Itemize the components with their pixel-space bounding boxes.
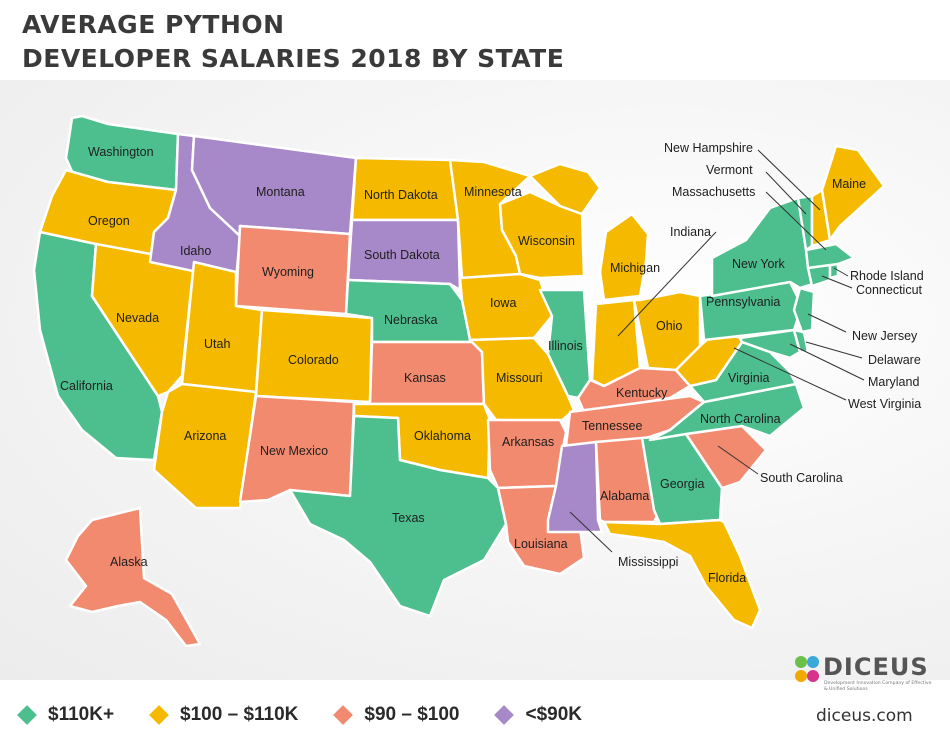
legend-diamond-lowest (494, 705, 515, 725)
legend-item-high: $110K+ (17, 704, 115, 726)
callout-rhode-island (833, 267, 849, 277)
legend-label-lowest: <$90K (525, 704, 583, 725)
callout-mississippi (569, 511, 613, 553)
label-new-jersey: New Jersey (852, 329, 918, 343)
callout-maryland (789, 343, 865, 381)
label-missouri: Missouri (496, 371, 543, 385)
brand-name: DICEUS (823, 653, 929, 681)
state-south-dakota[interactable] (346, 218, 462, 292)
label-pennsylvania: Pennsylvania (706, 295, 780, 309)
label-kentucky: Kentucky (616, 386, 668, 400)
label-nevada: Nevada (116, 311, 159, 325)
label-mississippi: Mississippi (618, 555, 678, 569)
label-maine: Maine (832, 177, 866, 191)
legend-diamond-high (17, 705, 37, 725)
label-iowa: Iowa (490, 296, 516, 310)
page-title: AVERAGE PYTHON DEVELOPER SALARIES 2018 B… (22, 8, 564, 76)
label-south-carolina: South Carolina (760, 471, 843, 485)
label-arizona: Arizona (184, 429, 226, 443)
label-arkansas: Arkansas (502, 435, 554, 449)
callout-new-jersey (807, 313, 847, 333)
label-delaware: Delaware (868, 353, 921, 367)
label-michigan: Michigan (610, 261, 660, 275)
callout-south-carolina (717, 445, 759, 475)
state-texas[interactable] (288, 414, 508, 618)
label-rhode-island: Rhode Island (850, 269, 924, 283)
label-wyoming: Wyoming (262, 265, 314, 279)
label-georgia: Georgia (660, 477, 705, 491)
label-vermont: Vermont (706, 163, 753, 177)
label-new-mexico: New Mexico (260, 444, 328, 458)
label-kansas: Kansas (404, 371, 446, 385)
state-new-jersey[interactable] (792, 286, 816, 334)
state-michigan-upper[interactable] (528, 162, 602, 216)
label-indiana: Indiana (670, 225, 711, 239)
label-new-york: New York (732, 257, 786, 271)
legend-diamond-low (333, 705, 354, 725)
label-north-carolina: North Carolina (700, 412, 781, 426)
callout-massachusetts (765, 191, 827, 251)
callout-connecticut (821, 275, 853, 289)
title-line-2: DEVELOPER SALARIES 2018 BY STATE (22, 44, 565, 73)
label-washington: Washington (88, 145, 154, 159)
label-alabama: Alabama (600, 489, 649, 503)
label-ohio: Ohio (656, 319, 682, 333)
label-west-virginia: West Virginia (848, 397, 921, 411)
state-illinois[interactable] (538, 288, 592, 400)
state-wisconsin[interactable] (498, 190, 586, 280)
state-arkansas[interactable] (486, 418, 568, 490)
state-missouri[interactable] (468, 336, 576, 424)
diceus-logo-icon (795, 656, 819, 682)
callout-lines (569, 149, 865, 553)
label-nebraska: Nebraska (384, 313, 438, 327)
state-labels: Washington Oregon California Nevada Idah… (60, 141, 924, 585)
label-minnesota: Minnesota (464, 185, 522, 199)
legend-item-lowest: <$90K (494, 704, 583, 726)
label-maryland: Maryland (868, 375, 919, 389)
callout-new-hampshire (757, 149, 821, 211)
label-north-dakota: North Dakota (364, 188, 438, 202)
label-oregon: Oregon (88, 214, 130, 228)
callout-west-virginia (733, 347, 847, 401)
label-tennessee: Tennessee (582, 419, 643, 433)
brand-tagline: Development Innovation Company of Effect… (824, 681, 932, 692)
label-florida: Florida (708, 571, 746, 585)
callout-indiana (617, 231, 717, 337)
legend-item-low: $90 – $100 (333, 704, 460, 726)
label-oklahoma: Oklahoma (414, 429, 471, 443)
label-wisconsin: Wisconsin (518, 234, 575, 248)
label-louisiana: Louisiana (514, 537, 568, 551)
label-idaho: Idaho (180, 244, 211, 258)
state-florida[interactable] (602, 518, 762, 630)
legend-label-high: $110K+ (48, 704, 115, 725)
label-connecticut: Connecticut (856, 283, 923, 297)
legend-label-mid: $100 – $110K (180, 704, 299, 725)
label-virginia: Virginia (728, 371, 770, 385)
brand-block: DICEUS Development Innovation Company of… (790, 650, 940, 730)
label-illinois: Illinois (548, 339, 583, 353)
legend-label-low: $90 – $100 (364, 704, 460, 725)
title-line-1: AVERAGE PYTHON (22, 10, 285, 39)
legend-item-mid: $100 – $110K (149, 704, 299, 726)
label-texas: Texas (392, 511, 425, 525)
brand-url[interactable]: diceus.com (816, 706, 913, 726)
label-colorado: Colorado (288, 353, 339, 367)
label-new-hampshire: New Hampshire (664, 141, 753, 155)
label-alaska: Alaska (110, 555, 148, 569)
label-montana: Montana (256, 185, 305, 199)
state-maine[interactable] (820, 144, 886, 242)
legend-diamond-mid (149, 705, 169, 725)
state-alaska[interactable] (64, 506, 202, 648)
legend: $110K+ $100 – $110K $90 – $100 <$90K (17, 700, 620, 730)
label-south-dakota: South Dakota (364, 248, 440, 262)
label-california: California (60, 379, 113, 393)
label-massachusetts: Massachusetts (672, 185, 755, 199)
label-utah: Utah (204, 337, 230, 351)
us-salary-map: Washington Oregon California Nevada Idah… (32, 114, 924, 648)
state-michigan[interactable] (598, 212, 650, 302)
callout-vermont (765, 171, 807, 215)
callout-delaware (805, 341, 863, 359)
state-massachusetts[interactable] (804, 242, 856, 270)
